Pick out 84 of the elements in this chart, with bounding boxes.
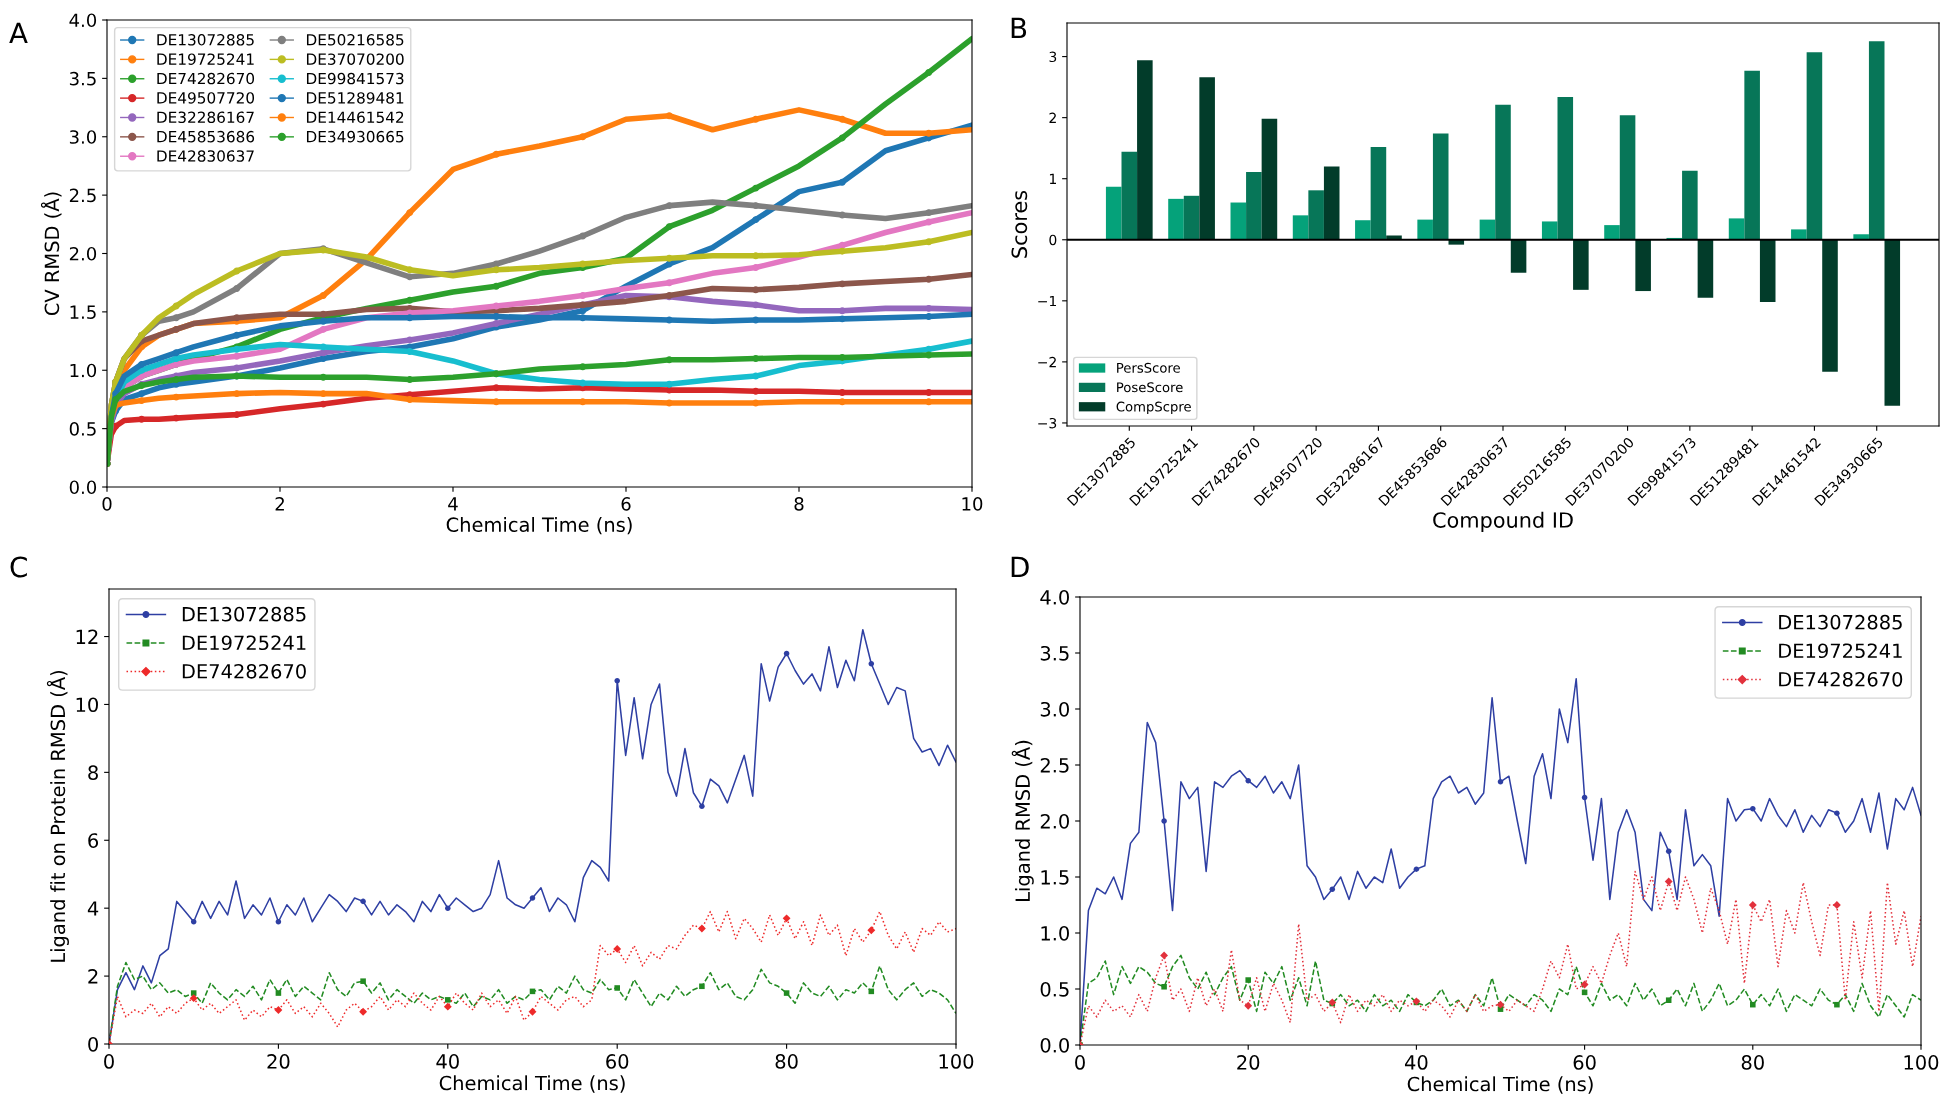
legend-label: DE14461542 [306, 111, 404, 124]
y-tick-label: 0.5 [69, 422, 96, 436]
y-axis-title: Ligand RMSD (Å) [1011, 740, 1034, 901]
legend-label: DE99841573 [306, 72, 404, 85]
x-tick-label: 8 [794, 497, 804, 511]
y-tick-label: 2.0 [1040, 813, 1069, 829]
x-tick-label: 60 [606, 1054, 629, 1069]
text: A [9, 22, 28, 44]
y-tick-label: 8 [88, 765, 98, 781]
x-tick-label: 100 [1904, 1055, 1939, 1070]
x-axis-title: Chemical Time (ns) [446, 516, 632, 535]
x-tick-label: 4 [448, 497, 458, 511]
y-tick-label: 3.5 [69, 71, 96, 86]
y-tick-label: 0 [1049, 234, 1057, 246]
y-tick-label: 1.5 [70, 305, 96, 319]
y-tick-label: 1.5 [1041, 870, 1069, 885]
legend-label: DE13072885 [182, 606, 306, 622]
legend-label: DE37070200 [306, 53, 404, 65]
legend-label: DE49507720 [157, 92, 255, 104]
legend-label: DE19725241 [1779, 643, 1902, 659]
x-axis-title: Compound ID [1433, 511, 1573, 532]
y-tick-label: 0.0 [69, 480, 97, 495]
legend-label: CompScpre [1116, 401, 1191, 415]
y-tick-label: 2.5 [69, 188, 96, 203]
y-tick-label: 4.0 [1040, 589, 1069, 605]
x-tick-label: 0 [102, 497, 112, 511]
legend-label: DE42830637 [157, 150, 254, 162]
x-axis-title: Chemical Time (ns) [1407, 1076, 1593, 1094]
y-axis-title: CV RMSD (Å) [40, 192, 62, 316]
legend-label: PersScore [1117, 362, 1180, 373]
x-tick-label: 20 [1237, 1055, 1260, 1070]
y-tick-label: 3.0 [69, 130, 97, 144]
x-tick-label: 40 [436, 1054, 459, 1069]
legend-label: DE13072885 [157, 34, 254, 46]
y-tick-label: 3.5 [1040, 645, 1069, 661]
legend-label: DE13072885 [1779, 614, 1902, 630]
text: C [10, 556, 27, 578]
y-tick-label: 1 [1049, 173, 1056, 184]
legend-label: PoseScore [1117, 382, 1183, 393]
y-tick-label: 1.0 [1041, 925, 1069, 941]
y-tick-label: 12 [76, 629, 98, 644]
legend-label: DE19725241 [182, 635, 306, 651]
y-tick-label: 0.0 [1040, 1037, 1069, 1053]
y-tick-label: −2 [1038, 356, 1056, 368]
x-tick-label: 40 [1404, 1055, 1428, 1070]
y-axis-title: Ligand fit on Protein RMSD (Å) [46, 670, 69, 962]
y-tick-label: 2 [88, 969, 98, 984]
legend-label: DE50216585 [306, 34, 404, 46]
legend-label: DE74282670 [157, 72, 255, 85]
legend-label: DE32286167 [157, 111, 254, 124]
y-tick-label: 6 [88, 833, 99, 848]
y-tick-label: 0.5 [1040, 981, 1069, 997]
y-tick-label: 0 [88, 1036, 98, 1052]
x-axis-title: Chemical Time (ns) [439, 1075, 625, 1093]
legend-label: DE34930665 [306, 130, 404, 143]
x-tick-label: 0 [104, 1054, 114, 1069]
text: B [1011, 17, 1027, 39]
x-tick-label: 100 [939, 1054, 974, 1069]
y-axis-title: Scores [1011, 190, 1028, 258]
y-tick-label: 4.0 [69, 13, 97, 28]
legend-label: DE74282670 [182, 663, 306, 679]
text: D [1011, 556, 1029, 578]
y-tick-label: 10 [76, 697, 98, 713]
x-tick-label: 0 [1075, 1055, 1085, 1070]
y-tick-label: 2.5 [1040, 757, 1069, 773]
legend-label: DE51289481 [306, 92, 404, 104]
y-tick-label: 2 [1049, 112, 1056, 123]
y-tick-label: 2.0 [69, 246, 97, 261]
legend-label: DE45853686 [157, 130, 255, 143]
x-tick-label: 6 [621, 497, 631, 511]
x-tick-label: 2 [275, 497, 284, 511]
legend-label: DE19725241 [157, 53, 254, 65]
y-tick-label: 3.0 [1040, 701, 1069, 717]
x-tick-label: 80 [775, 1054, 798, 1069]
y-tick-label: 4 [87, 901, 99, 916]
y-tick-label: −3 [1038, 417, 1057, 429]
y-tick-label: 1.0 [70, 363, 97, 378]
x-tick-label: 10 [962, 497, 983, 511]
x-tick-label: 80 [1741, 1055, 1764, 1070]
legend-label: DE74282670 [1779, 671, 1903, 687]
y-tick-label: 3 [1049, 51, 1057, 63]
x-tick-label: 60 [1573, 1055, 1596, 1070]
y-tick-label: −1 [1038, 295, 1056, 307]
x-tick-label: 20 [267, 1054, 290, 1069]
